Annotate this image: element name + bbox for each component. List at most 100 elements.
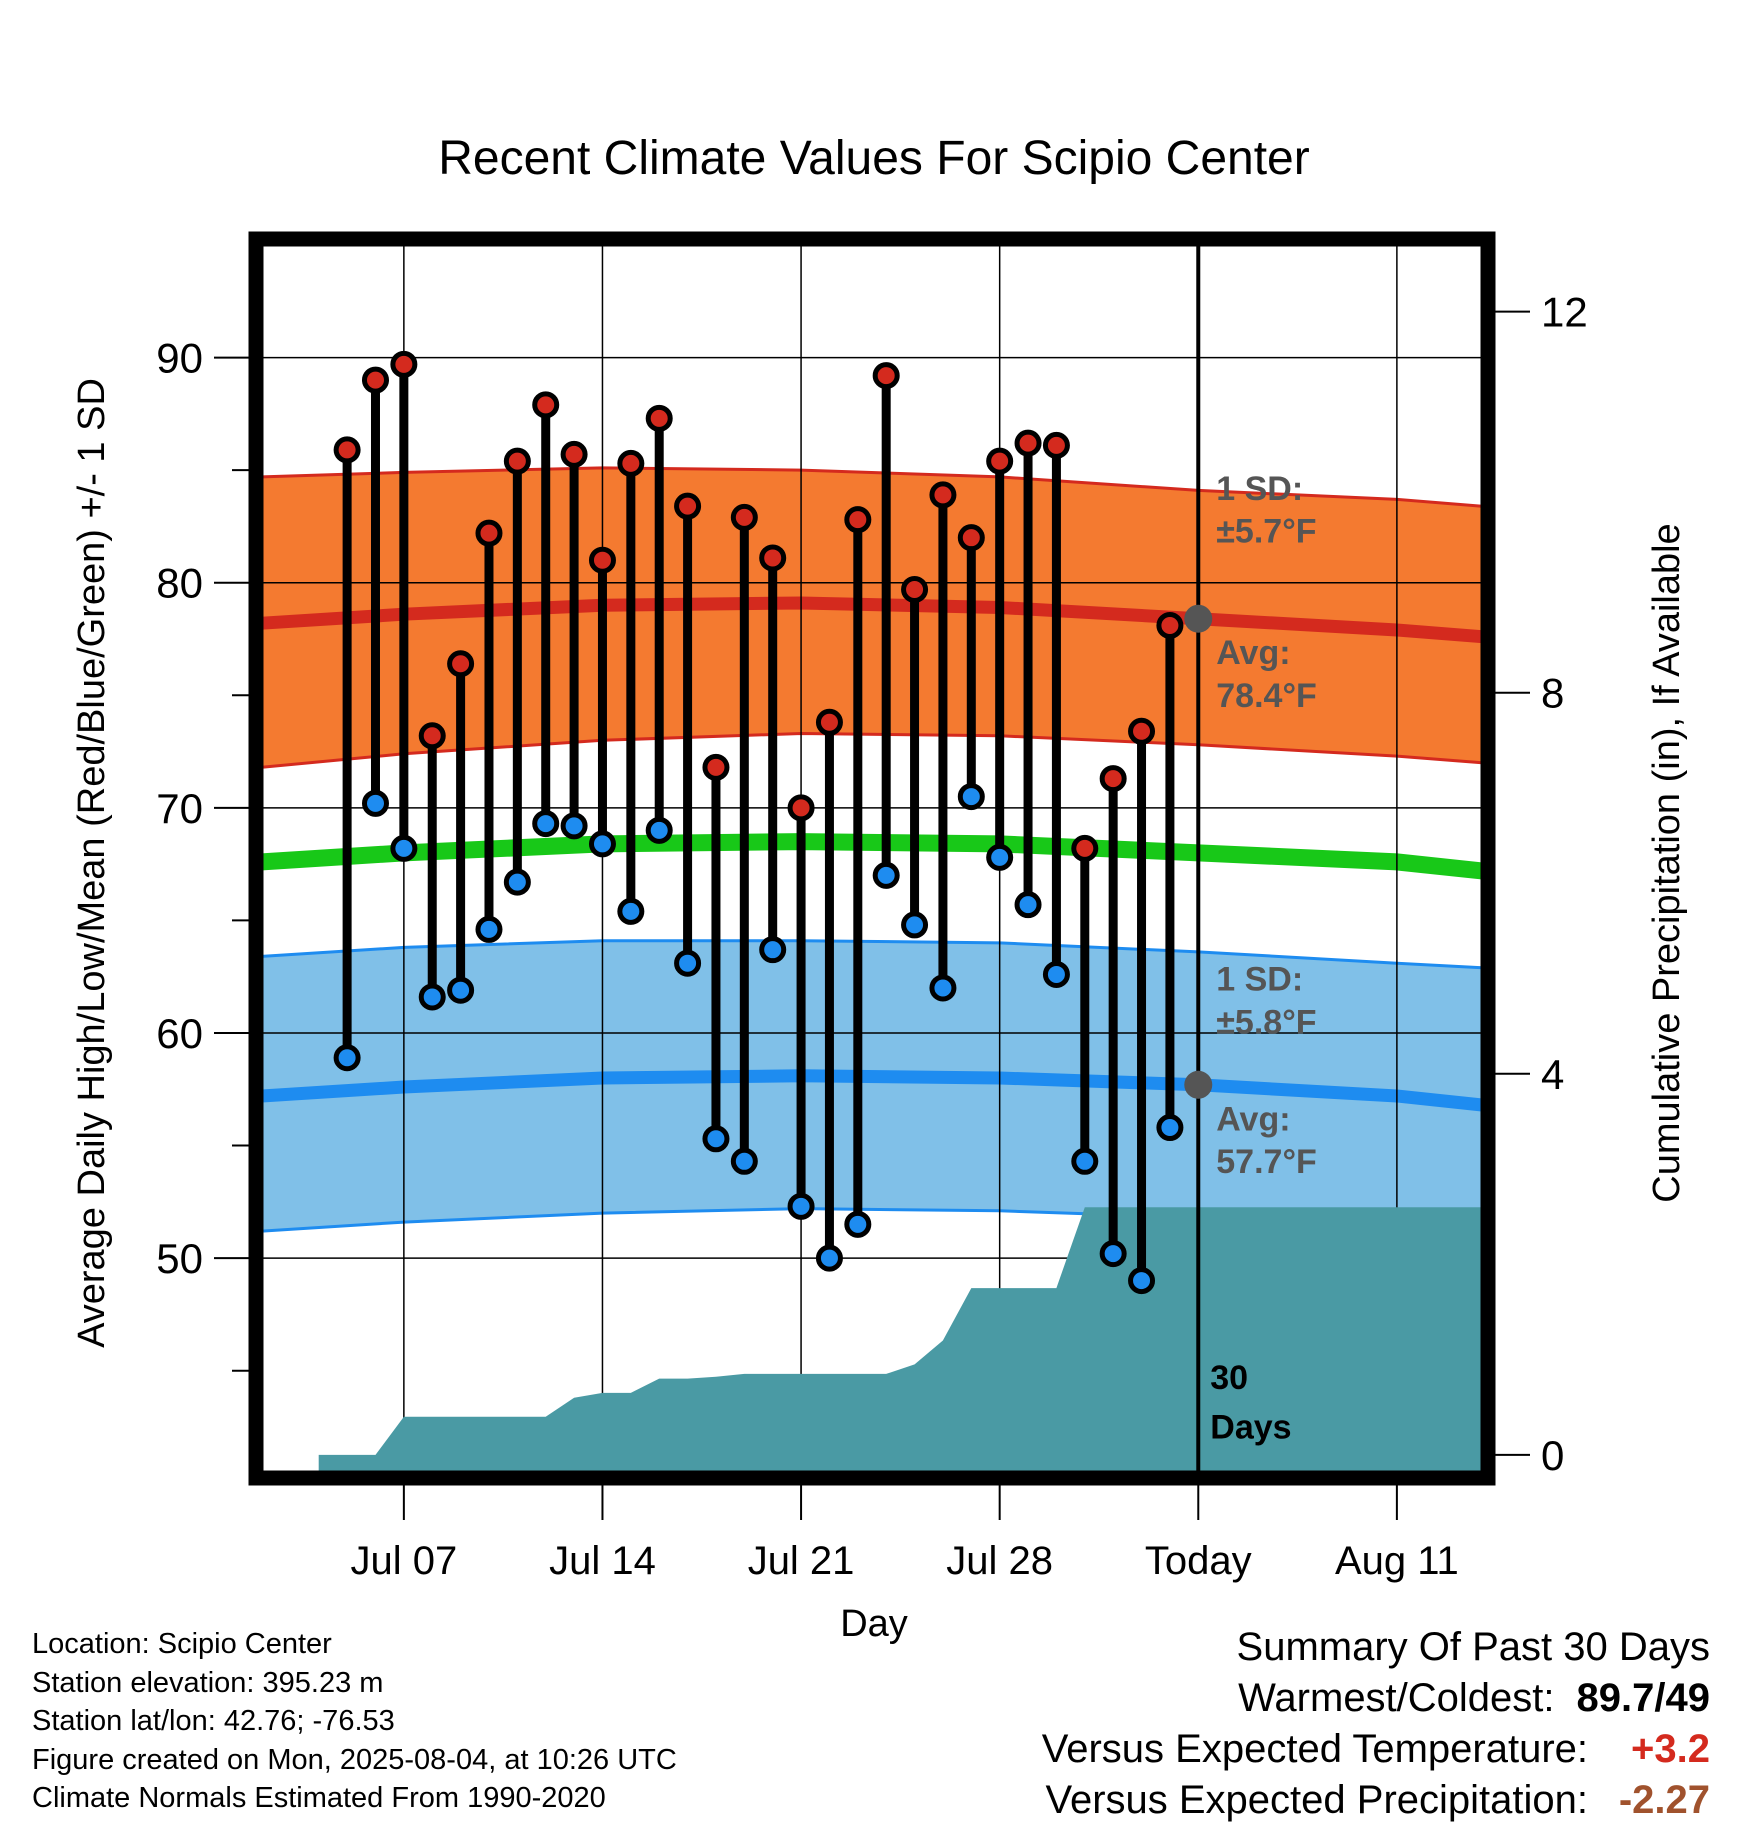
daily-high-point [674,492,702,520]
precip-vs-expected-label: Versus Expected Precipitation: [1045,1778,1588,1822]
daily-high-point [333,436,361,464]
precip-cumulative-area [318,1207,1483,1472]
daily-low-point [702,1125,730,1153]
daily-low-point [390,834,418,862]
daily-high-point [503,447,531,475]
daily-points [333,350,1213,1295]
low-avg-value: 57.7°F [1216,1143,1317,1181]
temp-vs-expected-value: +3.2 [1631,1727,1710,1771]
daily-high-point [588,546,616,574]
high-sd-upper-edge [261,466,1483,508]
y2-tick-label: 12 [1541,289,1588,336]
daily-high-point [1156,611,1184,639]
daily-low-point [1014,891,1042,919]
summary-panel: Summary Of Past 30 Days Warmest/Coldest:… [1042,1625,1710,1829]
warmest-coldest-label: Warmest/Coldest: [1238,1676,1555,1720]
daily-high-point [787,794,815,822]
daily-high-point [730,503,758,531]
daily-low-point [1128,1267,1156,1295]
daily-high-point [1071,834,1099,862]
daily-low-point [730,1147,758,1175]
station-info: Location: Scipio Center Station elevatio… [32,1625,677,1818]
daily-high-point [475,519,503,547]
low-sd-band [262,940,1482,1234]
daily-high-point [872,362,900,390]
y2-tick-label: 0 [1541,1432,1564,1479]
today-low-avg-marker [1184,1070,1213,1099]
latlon-text: Station lat/lon: 42.76; -76.53 [32,1705,395,1737]
daily-high-point [361,366,389,394]
y-tick-label: 60 [156,1010,203,1057]
daily-high-point [986,447,1014,475]
y-tick-label: 70 [156,785,203,832]
mean-avg-line [261,833,1483,880]
daily-low-point [333,1044,361,1072]
x-tick-label: Aug 11 [1335,1539,1459,1583]
x-tick-label: Today [1145,1539,1252,1583]
low-avg-label: Avg: [1216,1100,1290,1138]
period-unit-label: Days [1210,1409,1291,1447]
daily-low-point [617,897,645,925]
low-sd-label: 1 SD: [1216,961,1303,999]
daily-high-point [815,708,843,736]
warmest-coldest-value: 89.7/49 [1576,1676,1710,1720]
daily-low-point [929,974,957,1002]
low-avg-line [261,1069,1483,1112]
daily-high-point [560,440,588,468]
x-tick-label: Jul 07 [350,1539,457,1583]
daily-high-point [418,722,446,750]
daily-high-point [957,524,985,552]
daily-low-point [674,949,702,977]
high-sd-lower-edge [261,731,1483,769]
daily-high-point [645,404,673,432]
daily-low-point [418,983,446,1011]
daily-low-point [560,812,588,840]
x-tick-label: Jul 21 [748,1539,855,1583]
high-avg-label: Avg: [1216,634,1290,672]
period-number-label: 30 [1210,1359,1248,1397]
x-tick-label: Jul 14 [549,1539,656,1583]
daily-low-point [1042,960,1070,988]
daily-low-point [1099,1240,1127,1268]
summary-precip-row: Versus Expected Precipitation: -2.27 [1042,1778,1710,1829]
daily-low-point [447,976,475,1004]
daily-low-point [759,936,787,964]
band-annotations: 1 SD: ±5.7°F Avg: 78.4°F 1 SD: ±5.8°F Avg: 57.7… [1210,470,1317,1447]
daily-low-point [475,915,503,943]
normal-bands [261,466,1483,1235]
high-sd-band [262,467,1482,768]
daily-high-point [901,575,929,603]
y2-tick-label: 4 [1541,1051,1564,1098]
temp-vs-expected-label: Versus Expected Temperature: [1041,1727,1588,1771]
daily-high-point [759,544,787,572]
summary-title: Summary Of Past 30 Days [1236,1625,1710,1669]
y2-tick-label: 8 [1541,670,1564,717]
daily-high-point [532,391,560,419]
x-tick-label: Jul 28 [946,1539,1053,1583]
high-sd-value: ±5.7°F [1216,513,1316,551]
daily-low-point [1071,1147,1099,1175]
daily-high-point [1014,429,1042,457]
axes: 90 80 70 60 50 12 8 4 0 Jul 07 Jul 14 Jul 21 Jul 28 T… [156,231,1588,1583]
daily-high-point [844,506,872,534]
summary-temp-row: Versus Expected Temperature: +3.2 [1042,1727,1710,1778]
daily-low-point [901,911,929,939]
daily-low-point [532,810,560,838]
daily-low-point [645,816,673,844]
daily-high-point [1099,765,1127,793]
daily-high-point [390,350,418,378]
daily-high-point [617,449,645,477]
daily-high-point [702,753,730,781]
location-text: Location: Scipio Center [32,1628,332,1660]
plot-frame [248,231,1496,1486]
y-axis-label: Average Daily High/Low/Mean (Red/Blue/Gr… [71,378,113,1348]
y2-axis-label: Cumulative Precipitation (in), If Availa… [1646,523,1688,1202]
daily-low-point [844,1210,872,1238]
daily-low-point [815,1244,843,1272]
daily-low-point [1156,1114,1184,1142]
precip-area [318,1207,1483,1472]
elevation-text: Station elevation: 395.23 m [32,1666,384,1699]
daily-low-point [787,1192,815,1220]
high-avg-value: 78.4°F [1216,677,1317,715]
